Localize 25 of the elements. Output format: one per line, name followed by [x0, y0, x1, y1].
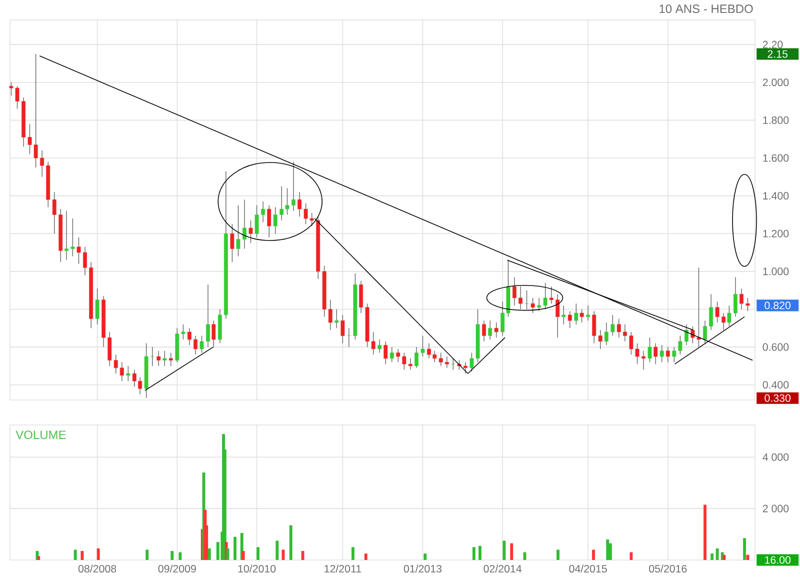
text: 0.330 [764, 394, 791, 402]
y-tick-label: 1.600 [763, 154, 789, 162]
x-tick-label: 01/2013 [404, 564, 442, 573]
y-tick-label: 4 000 [762, 453, 789, 461]
y-tick-label: 2.20 [762, 40, 783, 48]
chart-title: VOLUME [16, 430, 66, 440]
x-tick-label: 05/2016 [649, 564, 687, 573]
y-tick-label: 0.600 [762, 343, 789, 351]
y-tick-label: 1.200 [763, 230, 789, 238]
y-tick-label: 1.800 [763, 116, 789, 124]
x-tick-label: 09/2009 [158, 564, 196, 573]
x-tick-label: 04/2015 [569, 564, 607, 573]
x-tick-label: 02/2014 [484, 564, 522, 573]
y-tick-label: 1.000 [763, 268, 789, 276]
y-tick-label: 1.400 [763, 192, 789, 200]
y-tick-label: 2.000 [762, 78, 789, 86]
y-tick-label: 2 000 [762, 504, 789, 512]
x-tick-label: 10/2010 [238, 564, 276, 573]
text: 2.15 [768, 50, 788, 58]
x-tick-label: 08/2008 [78, 564, 116, 573]
x-tick-label: 12/2011 [324, 564, 362, 573]
y-tick-label: 0.400 [762, 381, 789, 389]
chart-subtitle: 10 ANS - HEBDO [660, 4, 753, 14]
text: 16.00 [765, 556, 791, 564]
text: 0.820 [764, 302, 791, 310]
